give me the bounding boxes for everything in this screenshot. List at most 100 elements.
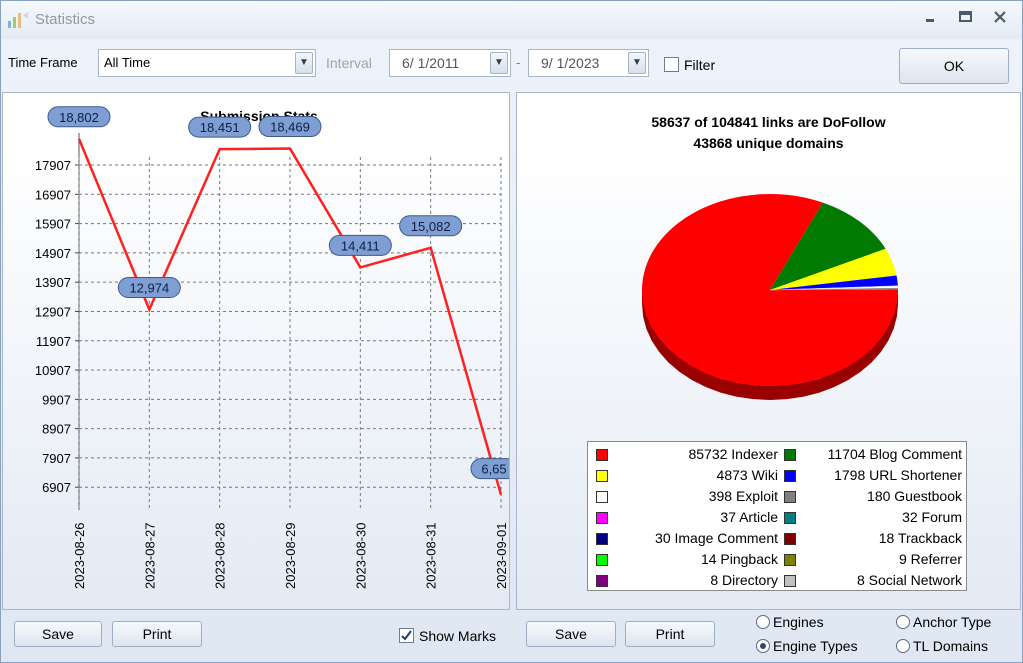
- point-label: 14,411: [328, 234, 392, 256]
- y-tick-label: 9907: [42, 392, 71, 407]
- chevron-down-icon[interactable]: ▼: [490, 52, 508, 74]
- date-from-picker[interactable]: 6/ 1/2011 ▼: [389, 49, 511, 77]
- pie-slice: [770, 202, 886, 290]
- legend-label: 4873 Wiki: [716, 467, 778, 483]
- legend-label: 11704 Blog Comment: [827, 446, 962, 462]
- engine-types-radio-label[interactable]: Engine Types: [773, 638, 858, 654]
- x-tick-label: 2023-08-29: [283, 523, 298, 590]
- pie-slice: [770, 248, 897, 290]
- filter-label: Filter: [684, 57, 716, 73]
- legend-label: 8 Directory: [710, 572, 778, 588]
- legend-label: 180 Guestbook: [867, 488, 962, 504]
- save-chart-button[interactable]: Save: [14, 621, 102, 647]
- show-marks-checkbox[interactable]: [399, 628, 414, 643]
- legend-swatch: [596, 533, 608, 545]
- legend-item: 9 Referrer: [784, 550, 962, 570]
- legend-label: 1798 URL Shortener: [834, 467, 962, 483]
- chevron-down-icon[interactable]: ▼: [295, 52, 313, 74]
- engine-types-radio[interactable]: [756, 639, 770, 653]
- date-range-dash: -: [516, 55, 521, 70]
- point-label-text: 12,974: [129, 281, 169, 296]
- save-pie-button[interactable]: Save: [526, 621, 616, 647]
- ok-button[interactable]: OK: [899, 48, 1009, 84]
- x-tick-label: 2023-08-28: [213, 523, 228, 590]
- point-label: 15,082: [399, 215, 463, 237]
- pie-slice: [770, 288, 898, 290]
- unique-domains-headline: 43868 unique domains: [693, 135, 844, 151]
- series-line: [77, 138, 503, 496]
- y-tick-label: 13907: [35, 275, 71, 290]
- show-marks-label: Show Marks: [419, 628, 497, 644]
- legend-swatch: [596, 554, 608, 566]
- legend-label: 9 Referrer: [898, 551, 962, 567]
- close-icon: [994, 11, 1006, 23]
- dofollow-headline: 58637 of 104841 links are DoFollow: [651, 114, 886, 130]
- tl-domains-radio-label[interactable]: TL Domains: [913, 638, 988, 654]
- legend-label: 398 Exploit: [708, 488, 778, 504]
- filter-checkbox[interactable]: [664, 57, 679, 72]
- y-tick-label: 10907: [35, 363, 71, 378]
- tl-domains-radio[interactable]: [896, 639, 910, 653]
- link-types-panel: 58637 of 104841 links are DoFollow 43868…: [516, 92, 1021, 610]
- point-label-text: 14,411: [341, 238, 380, 253]
- x-tick-label: 2023-08-30: [353, 523, 368, 590]
- minimize-button[interactable]: [919, 9, 943, 29]
- maximize-button[interactable]: [954, 9, 978, 29]
- point-label: 18,451: [188, 116, 252, 138]
- legend-swatch: [596, 470, 608, 482]
- legend-item: 32 Forum: [784, 508, 962, 528]
- pie-slice: [770, 289, 898, 290]
- legend-swatch: [784, 575, 796, 587]
- chart-app-icon: [8, 12, 28, 28]
- y-tick-label: 15907: [35, 217, 71, 232]
- point-label: 18,469: [258, 116, 322, 138]
- legend-swatch: [784, 491, 796, 503]
- point-label-bubble: [328, 234, 392, 256]
- point-label-bubble: [258, 116, 322, 138]
- date-to-picker[interactable]: 9/ 1/2023 ▼: [528, 49, 649, 77]
- anchor-type-radio[interactable]: [896, 615, 910, 629]
- point-label-bubble: [117, 277, 181, 299]
- legend-swatch: [596, 512, 608, 524]
- engines-radio-label[interactable]: Engines: [773, 614, 824, 630]
- legend-item: 30 Image Comment: [596, 529, 778, 549]
- pie-slice: [770, 275, 898, 290]
- legend-item: 8 Directory: [596, 571, 778, 591]
- anchor-type-radio-label[interactable]: Anchor Type: [913, 614, 992, 630]
- point-label: 6,65: [470, 458, 509, 480]
- legend-label: 37 Article: [720, 509, 778, 525]
- legend-item: 4873 Wiki: [596, 466, 778, 486]
- legend-label: 18 Trackback: [878, 530, 962, 546]
- engines-radio[interactable]: [756, 615, 770, 629]
- x-tick-label: 2023-08-31: [424, 523, 439, 590]
- legend-item: 14 Pingback: [596, 550, 778, 570]
- time-frame-select[interactable]: All Time ▼: [98, 49, 316, 77]
- point-label-bubble: [470, 458, 509, 480]
- close-button[interactable]: [988, 9, 1012, 29]
- x-tick-label: 2023-09-01: [494, 523, 509, 590]
- y-tick-label: 14907: [35, 246, 71, 261]
- maximize-icon: [959, 11, 972, 22]
- chevron-down-icon[interactable]: ▼: [628, 52, 646, 74]
- time-frame-label: Time Frame: [8, 55, 78, 70]
- y-tick-label: 11907: [36, 334, 71, 349]
- checkmark-icon: [401, 630, 412, 641]
- legend-swatch: [784, 512, 796, 524]
- y-tick-label: 7907: [42, 451, 71, 466]
- pie-slice: [770, 289, 898, 290]
- minimize-icon: [926, 19, 934, 22]
- point-label-bubble: [399, 215, 463, 237]
- legend-item: 37 Article: [596, 508, 778, 528]
- submission-stats-panel: Submission Stats 17907 16907 15907 14907 139…: [2, 92, 510, 610]
- pie-slice: [769, 285, 899, 291]
- point-label-text: 6,65: [481, 462, 506, 477]
- link-types-pie-chart: [642, 194, 899, 400]
- print-pie-button[interactable]: Print: [625, 621, 715, 647]
- print-chart-button[interactable]: Print: [112, 621, 202, 647]
- submission-stats-chart: Submission Stats 17907169071590714907139…: [35, 106, 509, 590]
- point-label-bubble: [188, 116, 252, 138]
- x-tick-label: 2023-08-27: [142, 523, 157, 590]
- legend-item: 85732 Indexer: [596, 445, 778, 465]
- point-label-text: 18,451: [200, 120, 240, 135]
- x-tick-label: 2023-08-26: [72, 523, 87, 590]
